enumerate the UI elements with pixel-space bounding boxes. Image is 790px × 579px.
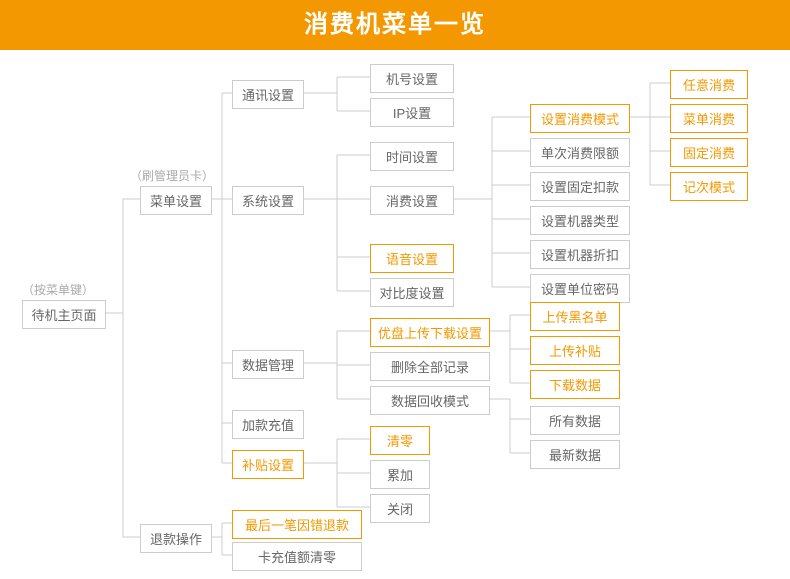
node-menuC: 菜单消费	[670, 104, 748, 133]
node-mtype: 设置机器类型	[530, 206, 630, 235]
node-refund: 退款操作	[140, 524, 212, 553]
node-accum: 累加	[370, 460, 430, 489]
node-voice: 语音设置	[370, 244, 454, 273]
hint-hint2: （刷管理员卡）	[130, 167, 214, 184]
title-bar: 消费机菜单一览	[0, 0, 790, 50]
title-text: 消费机菜单一览	[304, 11, 486, 38]
node-delall: 删除全部记录	[370, 352, 490, 381]
node-menu: 菜单设置	[140, 186, 212, 215]
node-lastref: 最后一笔因错退款	[232, 510, 362, 539]
node-unitpw: 设置单位密码	[530, 274, 630, 303]
node-close: 关闭	[370, 494, 430, 523]
node-subsidy: 补贴设置	[232, 450, 304, 479]
node-mode: 设置消费模式	[530, 104, 630, 133]
node-any: 任意消费	[670, 70, 748, 99]
node-cons: 消费设置	[370, 186, 454, 215]
node-countC: 记次模式	[670, 172, 748, 201]
tree-canvas: 待机主页面 菜单设置退款操作 通讯设置系统设置数据管理加款充值补贴设置 机号设置 IP设…	[0, 50, 790, 579]
node-clear: 清零	[370, 426, 430, 455]
node-datam: 数据管理	[232, 350, 304, 379]
node-mdisc: 设置机器折扣	[530, 240, 630, 269]
node-upbl: 上传黑名单	[530, 302, 620, 331]
node-limit: 单次消费限额	[530, 138, 630, 167]
node-addpay: 加款充值	[232, 410, 304, 439]
node-fixC: 固定消费	[670, 138, 748, 167]
node-comm: 通讯设置	[232, 80, 304, 109]
hint-hint1: （按菜单键）	[22, 281, 94, 298]
node-alldat: 所有数据	[530, 406, 620, 435]
node-cardclr: 卡充值额清零	[232, 542, 362, 571]
node-dldat: 下载数据	[530, 370, 620, 399]
node-recyc: 数据回收模式	[370, 386, 490, 415]
node-usb: 优盘上传下载设置	[370, 318, 490, 347]
node-sys: 系统设置	[232, 186, 304, 215]
node-time: 时间设置	[370, 142, 454, 171]
node-devno: 机号设置	[370, 64, 454, 93]
node-upsub: 上传补贴	[530, 336, 620, 365]
node-ip: IP设置	[370, 98, 454, 127]
node-newdat: 最新数据	[530, 440, 620, 469]
node-fixded: 设置固定扣款	[530, 172, 630, 201]
node-contr: 对比度设置	[370, 278, 454, 307]
node-root: 待机主页面	[22, 300, 106, 329]
